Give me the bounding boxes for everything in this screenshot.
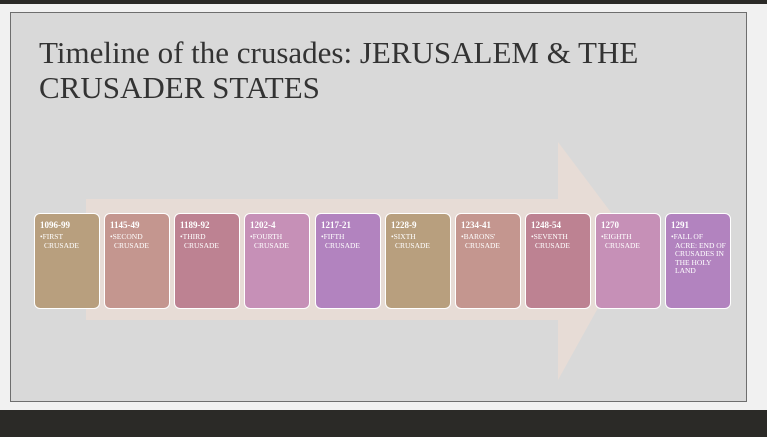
timeline-card-year: 1270 bbox=[601, 220, 619, 230]
timeline-card-event: •FALL OF ACRE: END OF CRUSADES IN THE HO… bbox=[671, 232, 726, 276]
timeline-card: 1096-99 •FIRST CRUSADE bbox=[34, 213, 100, 309]
timeline-card: 1270 •EIGHTH CRUSADE bbox=[595, 213, 661, 309]
slide: Timeline of the crusades: JERUSALEM & TH… bbox=[10, 12, 747, 402]
timeline-card-year: 1248-54 bbox=[531, 220, 561, 230]
timeline-card-year: 1291 bbox=[671, 220, 689, 230]
presentation-bottom-bar bbox=[0, 410, 767, 437]
timeline-card-year: 1189-92 bbox=[180, 220, 210, 230]
timeline-card: 1248-54 •SEVENTH CRUSADE bbox=[525, 213, 591, 309]
timeline-card-year: 1217-21 bbox=[321, 220, 351, 230]
slide-frame: Timeline of the crusades: JERUSALEM & TH… bbox=[0, 4, 767, 410]
timeline-card-event: •FOURTH CRUSADE bbox=[250, 232, 290, 250]
timeline-card: 1189-92 •THIRD CRUSADE bbox=[174, 213, 240, 309]
window-top-strip bbox=[0, 0, 767, 4]
timeline-card-year: 1228-9 bbox=[391, 220, 417, 230]
timeline-card: 1234-41 •BARONS' CRUSADE bbox=[455, 213, 521, 309]
timeline-card: 1202-4 •FOURTH CRUSADE bbox=[244, 213, 310, 309]
timeline-card: 1217-21 •FIFTH CRUSADE bbox=[315, 213, 381, 309]
timeline-card-event: •SEVENTH CRUSADE bbox=[531, 232, 571, 250]
timeline-card-event: •SECOND CRUSADE bbox=[110, 232, 150, 250]
slide-title: Timeline of the crusades: JERUSALEM & TH… bbox=[39, 35, 639, 105]
timeline-card-event: •SIXTH CRUSADE bbox=[391, 232, 431, 250]
timeline-card-event: •EIGHTH CRUSADE bbox=[601, 232, 641, 250]
timeline-card-year: 1145-49 bbox=[110, 220, 140, 230]
timeline-card-year: 1202-4 bbox=[250, 220, 276, 230]
timeline-card-event: •FIRST CRUSADE bbox=[40, 232, 80, 250]
timeline-card-year: 1234-41 bbox=[461, 220, 491, 230]
timeline-card-year: 1096-99 bbox=[40, 220, 70, 230]
timeline-card: 1291 •FALL OF ACRE: END OF CRUSADES IN T… bbox=[665, 213, 731, 309]
timeline-card-event: •FIFTH CRUSADE bbox=[321, 232, 361, 250]
timeline-card-event: •THIRD CRUSADE bbox=[180, 232, 220, 250]
timeline-card: 1228-9 •SIXTH CRUSADE bbox=[385, 213, 451, 309]
timeline-card-event: •BARONS' CRUSADE bbox=[461, 232, 501, 250]
timeline-card: 1145-49 •SECOND CRUSADE bbox=[104, 213, 170, 309]
